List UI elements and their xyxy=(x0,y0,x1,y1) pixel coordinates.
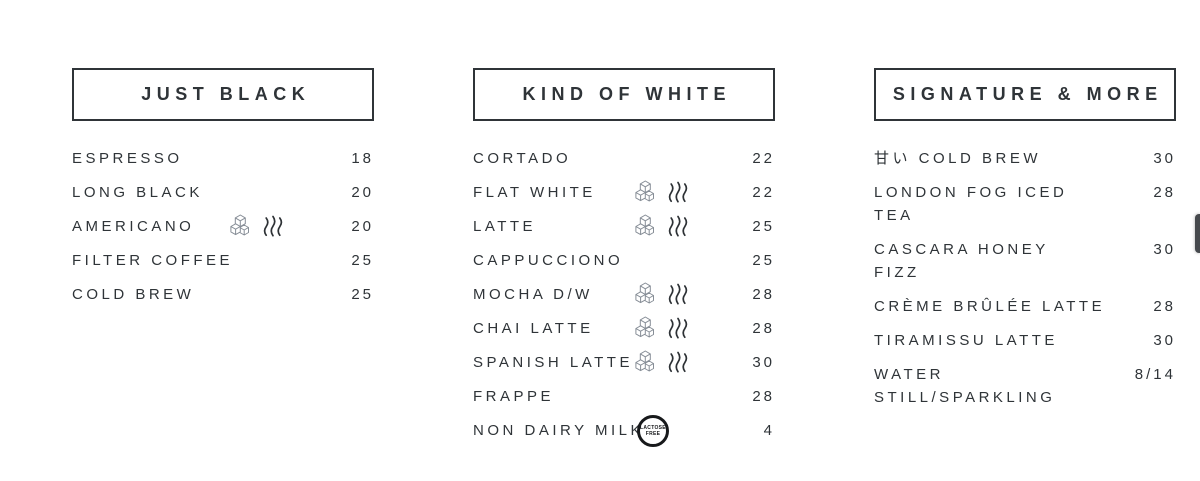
ice-cubes-icon xyxy=(635,282,654,304)
menu-column-kind-of-white: KIND OF WHITE CORTADO 22 FLAT WHITE 22 LATT… xyxy=(473,68,775,453)
item-name: MOCHA D/W xyxy=(473,286,593,303)
steam-icon xyxy=(668,351,688,373)
scrollbar-thumb[interactable] xyxy=(1195,214,1200,253)
item-name: TIRAMISSU LATTE xyxy=(874,332,1058,349)
item-name: AMERICANO xyxy=(72,218,195,235)
item-name: FILTER COFFEE xyxy=(72,252,234,269)
item-price: 28 xyxy=(1153,298,1176,315)
item-name: COLD BREW xyxy=(72,286,195,303)
menu-item: NON DAIRY MILK LACTOSE FREE 4 xyxy=(473,414,775,447)
ice-cubes-icon xyxy=(635,350,654,372)
menu-item: CASCARA HONEY FIZZ 30 xyxy=(874,238,1176,284)
item-name: FRAPPE xyxy=(473,388,555,405)
item-price: 30 xyxy=(752,354,775,371)
item-name: LATTE xyxy=(473,218,537,235)
menu-item: WATER STILL/SPARKLING 8/14 xyxy=(874,363,1176,409)
item-name: FLAT WHITE xyxy=(473,184,596,201)
menu-items-list: ESPRESSO 18 LONG BLACK 20 AMERICANO 20 FILTER… xyxy=(72,147,374,306)
steam-icon xyxy=(668,181,688,203)
item-icons xyxy=(633,316,688,340)
item-icons xyxy=(228,214,283,238)
menu-item: CORTADO 22 xyxy=(473,147,775,170)
item-name: CAPPUCCIONO xyxy=(473,252,624,269)
ice-cubes-icon xyxy=(635,214,654,236)
lactose-free-badge: LACTOSE FREE xyxy=(637,414,669,447)
item-price: 25 xyxy=(752,218,775,235)
menu-column-signature-and-more: SIGNATURE & MORE 甘い COLD BREW 30 LONDON FO… xyxy=(874,68,1176,453)
item-price: 28 xyxy=(752,320,775,337)
item-name: NON DAIRY MILK xyxy=(473,422,644,439)
item-name: WATER STILL/SPARKLING xyxy=(874,366,1056,406)
menu-items-list: 甘い COLD BREW 30 LONDON FOG ICED TEA 28 CASCA… xyxy=(874,147,1176,409)
item-name: ESPRESSO xyxy=(72,150,183,167)
item-price: 28 xyxy=(752,286,775,303)
item-name: CRÈME BRÛLÉE LATTE xyxy=(874,298,1106,315)
item-icons xyxy=(633,350,688,374)
item-price: 20 xyxy=(351,218,374,235)
ice-cubes-icon xyxy=(635,180,654,202)
column-title-box: SIGNATURE & MORE xyxy=(874,68,1176,121)
menu-item: FLAT WHITE 22 xyxy=(473,180,775,204)
menu-item: COLD BREW 25 xyxy=(72,283,374,306)
item-price: 4 xyxy=(763,422,775,439)
menu-column-just-black: JUST BLACK ESPRESSO 18 LONG BLACK 20 AMERICA… xyxy=(72,68,374,453)
item-price: 30 xyxy=(1153,332,1176,349)
item-price: 22 xyxy=(752,150,775,167)
item-price: 25 xyxy=(351,286,374,303)
menu-item: LONDON FOG ICED TEA 28 xyxy=(874,181,1176,227)
menu-item: LATTE 25 xyxy=(473,214,775,238)
item-price: 8/14 xyxy=(1134,366,1176,383)
menu-item: CHAI LATTE 28 xyxy=(473,316,775,340)
steam-icon xyxy=(668,215,688,237)
item-price: 30 xyxy=(1153,150,1176,167)
item-price: 25 xyxy=(752,252,775,269)
menu-item: LONG BLACK 20 xyxy=(72,181,374,204)
item-name: LONG BLACK xyxy=(72,184,203,201)
item-name: CHAI LATTE xyxy=(473,320,594,337)
item-name: CORTADO xyxy=(473,150,572,167)
item-price: 18 xyxy=(351,150,374,167)
column-title: SIGNATURE & MORE xyxy=(892,84,1163,104)
item-icons: LACTOSE FREE xyxy=(633,414,669,447)
item-name: LONDON FOG ICED TEA xyxy=(874,184,1068,224)
item-name: 甘い COLD BREW xyxy=(874,150,1042,167)
column-title-box: KIND OF WHITE xyxy=(473,68,775,121)
menu-item: MOCHA D/W 28 xyxy=(473,282,775,306)
menu-board: JUST BLACK ESPRESSO 18 LONG BLACK 20 AMERICA… xyxy=(72,68,1176,453)
steam-icon xyxy=(263,215,283,237)
ice-cubes-icon xyxy=(635,316,654,338)
menu-item: FILTER COFFEE 25 xyxy=(72,249,374,272)
item-icons xyxy=(633,282,688,306)
item-price: 25 xyxy=(351,252,374,269)
item-price: 20 xyxy=(351,184,374,201)
item-price: 28 xyxy=(752,388,775,405)
item-name: SPANISH LATTE xyxy=(473,354,633,371)
ice-cubes-icon xyxy=(230,214,249,236)
menu-item: SPANISH LATTE 30 xyxy=(473,350,775,374)
column-title: KIND OF WHITE xyxy=(522,84,731,104)
item-icons xyxy=(633,214,688,238)
menu-item: CAPPUCCIONO 25 xyxy=(473,249,775,272)
menu-item: CRÈME BRÛLÉE LATTE 28 xyxy=(874,295,1176,318)
item-price: 22 xyxy=(752,184,775,201)
menu-item: TIRAMISSU LATTE 30 xyxy=(874,329,1176,352)
menu-item: FRAPPE 28 xyxy=(473,385,775,408)
menu-item: ESPRESSO 18 xyxy=(72,147,374,170)
menu-item: 甘い COLD BREW 30 xyxy=(874,147,1176,170)
item-name: CASCARA HONEY FIZZ xyxy=(874,241,1049,281)
item-icons xyxy=(633,180,688,204)
item-price: 28 xyxy=(1153,184,1176,201)
column-title-box: JUST BLACK xyxy=(72,68,374,121)
steam-icon xyxy=(668,317,688,339)
menu-items-list: CORTADO 22 FLAT WHITE 22 LATTE 25 CAPPUCCION… xyxy=(473,147,775,447)
menu-item: AMERICANO 20 xyxy=(72,214,374,238)
item-price: 30 xyxy=(1153,241,1176,258)
column-title: JUST BLACK xyxy=(141,84,311,104)
steam-icon xyxy=(668,283,688,305)
